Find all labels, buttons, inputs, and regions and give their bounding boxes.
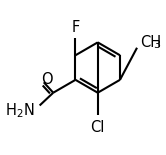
Text: Cl: Cl (90, 120, 105, 135)
Text: CH: CH (140, 35, 161, 50)
Text: O: O (42, 72, 53, 87)
Text: H$_2$N: H$_2$N (5, 101, 35, 120)
Text: 3: 3 (153, 40, 160, 50)
Text: F: F (71, 20, 80, 35)
